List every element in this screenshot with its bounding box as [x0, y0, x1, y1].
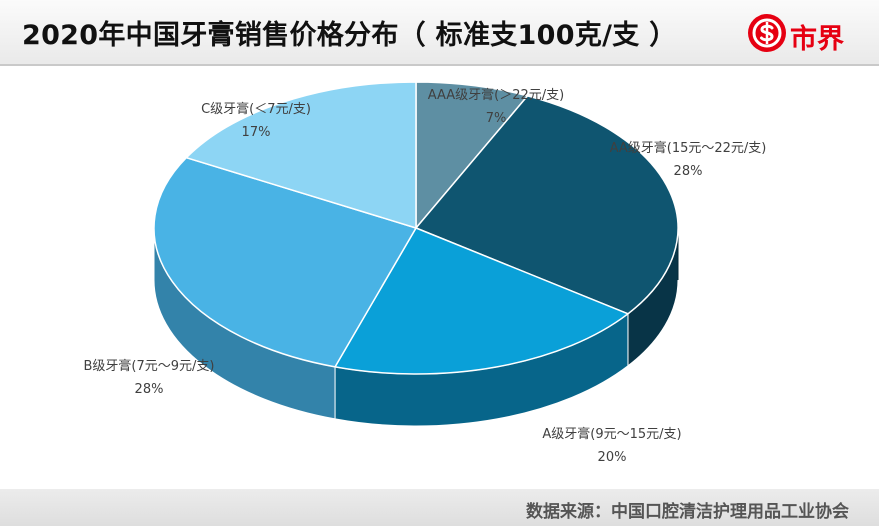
- page-title: 2020年中国牙膏销售价格分布（ 标准支100克/支 ）: [22, 20, 677, 51]
- pie-slice-3: [153, 156, 418, 368]
- footer-bar: 数据来源：中国口腔清洁护理用品工业协会: [0, 489, 879, 526]
- pie-slice-2: [333, 227, 630, 375]
- pie-slice-0: [415, 81, 529, 231]
- slice-value-label-0: 7%: [486, 111, 507, 126]
- dollar-sign-icon: [748, 14, 786, 52]
- pie-slice-4: [185, 81, 417, 230]
- pie-slices: [153, 81, 679, 375]
- slice-label-2: A级牙膏(9元～15元/支): [542, 426, 681, 442]
- slice-value-label-3: 28%: [135, 382, 164, 397]
- slice-label-0: AAA级牙膏(＞22元/支): [428, 87, 564, 103]
- data-source: 数据来源：中国口腔清洁护理用品工业协会: [526, 502, 849, 522]
- pie-labels: AAA级牙膏(＞22元/支) 7% AA级牙膏(15元～22元/支) 28% A级牙膏(…: [84, 87, 767, 465]
- slice-label-4: C级牙膏(＜7元/支): [201, 101, 311, 117]
- slice-label-1: AA级牙膏(15元～22元/支): [610, 140, 767, 156]
- slice-value-label-4: 17%: [242, 125, 271, 140]
- slice-value-label-2: 20%: [598, 450, 627, 465]
- slice-value-label-1: 28%: [674, 164, 703, 179]
- pie-slice-1: [414, 95, 679, 315]
- brand: 市界: [748, 14, 860, 55]
- slice-label-3: B级牙膏(7元～9元/支): [84, 358, 215, 374]
- header-bar: [0, 0, 879, 66]
- brand-name: 市界: [790, 24, 844, 55]
- header-divider: [0, 64, 879, 66]
